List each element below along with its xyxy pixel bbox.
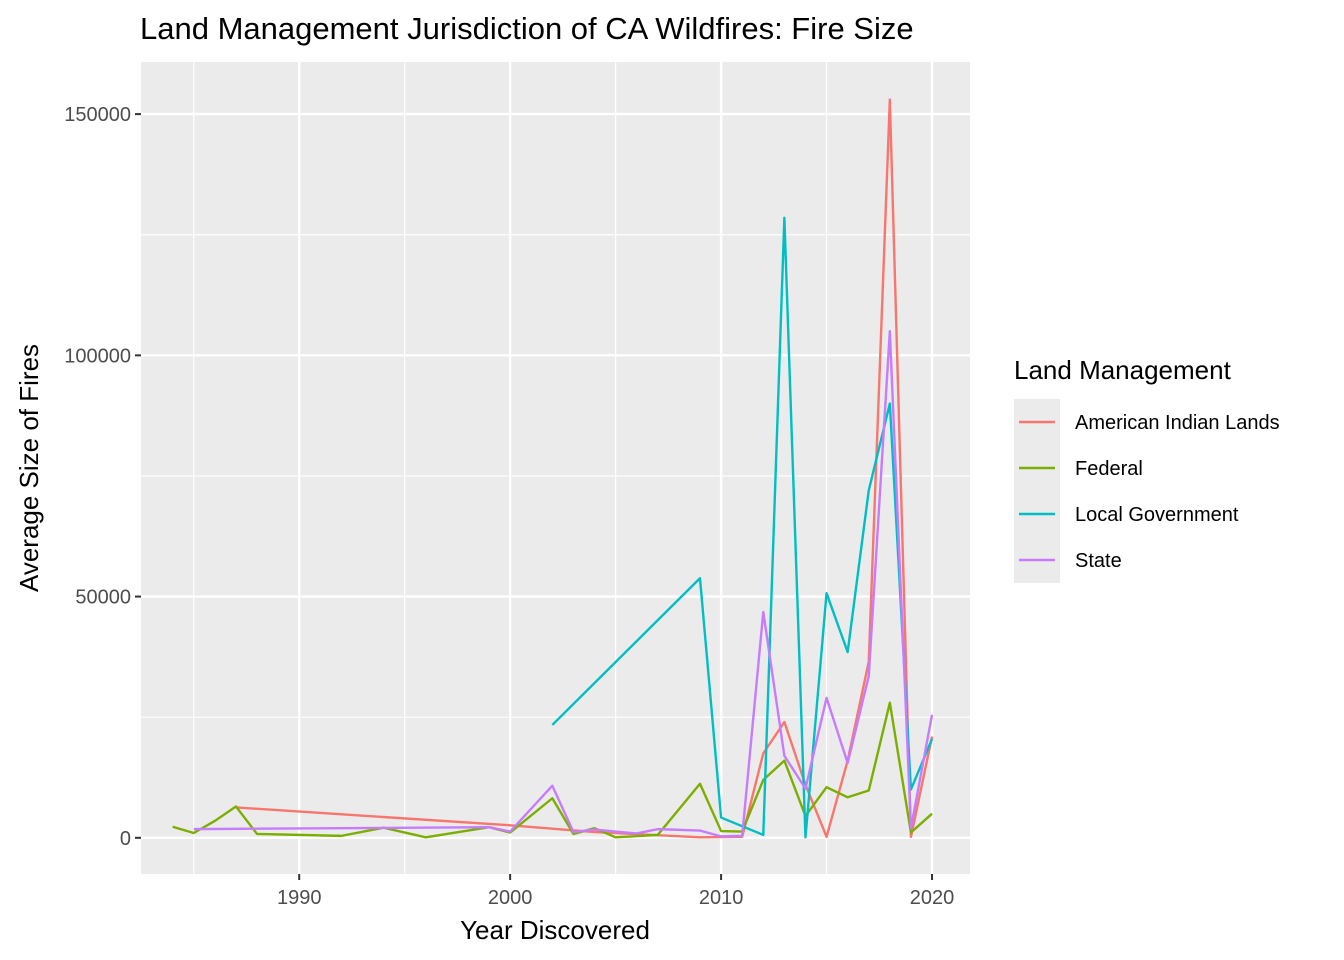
y-tick-label: 0 bbox=[120, 828, 131, 850]
series-line-american-indian-lands bbox=[235, 98, 934, 839]
grid-minor bbox=[141, 62, 970, 874]
plot-background bbox=[141, 62, 970, 874]
plot-panel bbox=[141, 62, 970, 874]
series-line-state bbox=[193, 330, 934, 838]
x-axis: 1990 2000 2010 2020 bbox=[277, 874, 954, 909]
legend-label-local-government: Local Government bbox=[1075, 504, 1239, 526]
legend-label-federal: Federal bbox=[1075, 458, 1143, 480]
series-lines bbox=[172, 98, 934, 839]
legend-items: American Indian Lands Federal Local Govern… bbox=[1014, 399, 1280, 583]
legend-label-american-indian-lands: American Indian Lands bbox=[1075, 412, 1280, 434]
chart-title: Land Management Jurisdiction of CA Wildf… bbox=[140, 11, 914, 46]
y-tick-label: 150000 bbox=[64, 104, 131, 126]
legend-label-state: State bbox=[1075, 550, 1122, 572]
x-tick-label: 1990 bbox=[277, 887, 322, 909]
y-axis: 0 50000 100000 150000 bbox=[64, 104, 141, 850]
x-tick-label: 2020 bbox=[910, 887, 955, 909]
x-axis-title: Year Discovered bbox=[460, 915, 650, 945]
x-tick-label: 2010 bbox=[699, 887, 744, 909]
y-axis-title: Average Size of Fires bbox=[14, 344, 44, 592]
series-line-federal bbox=[172, 701, 933, 839]
grid-major bbox=[141, 62, 970, 874]
series-line-local-government bbox=[551, 216, 934, 839]
x-tick-label: 2000 bbox=[488, 887, 533, 909]
y-tick-label: 100000 bbox=[64, 345, 131, 367]
legend: Land Management American Indian Lands Fed… bbox=[1014, 355, 1280, 583]
legend-title: Land Management bbox=[1014, 355, 1232, 385]
y-tick-label: 50000 bbox=[75, 587, 131, 609]
